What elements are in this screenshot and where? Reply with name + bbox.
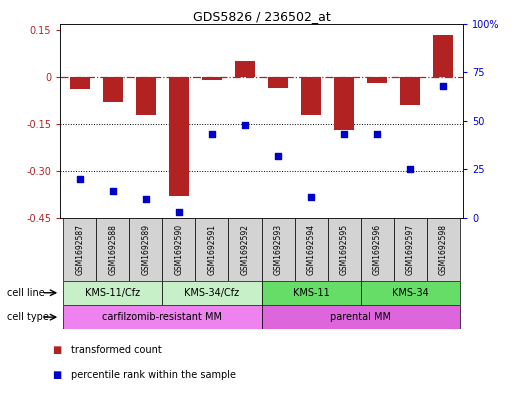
Bar xyxy=(103,77,123,102)
Point xyxy=(274,153,282,159)
Text: cell type: cell type xyxy=(7,312,49,322)
Bar xyxy=(360,281,460,305)
Bar xyxy=(367,77,387,83)
Bar xyxy=(63,218,96,281)
Bar xyxy=(235,61,255,77)
Text: carfilzomib-resistant MM: carfilzomib-resistant MM xyxy=(103,312,222,322)
Point xyxy=(76,176,84,182)
Point xyxy=(340,131,348,138)
Text: KMS-34/Cfz: KMS-34/Cfz xyxy=(185,288,240,298)
Text: GSM1692591: GSM1692591 xyxy=(208,224,217,275)
Bar xyxy=(63,281,163,305)
Bar xyxy=(229,218,262,281)
Text: percentile rank within the sample: percentile rank within the sample xyxy=(71,370,235,380)
Point xyxy=(142,196,150,202)
Bar xyxy=(327,218,360,281)
Bar xyxy=(427,218,460,281)
Text: KMS-34: KMS-34 xyxy=(392,288,428,298)
Text: GSM1692598: GSM1692598 xyxy=(439,224,448,275)
Text: transformed count: transformed count xyxy=(71,345,162,355)
Bar xyxy=(196,218,229,281)
Point xyxy=(307,194,315,200)
Point xyxy=(109,188,117,194)
Text: GSM1692588: GSM1692588 xyxy=(108,224,118,275)
Point xyxy=(406,166,414,173)
Point xyxy=(241,121,249,128)
Text: GSM1692589: GSM1692589 xyxy=(141,224,151,275)
Text: parental MM: parental MM xyxy=(330,312,391,322)
Bar xyxy=(96,218,130,281)
Text: GSM1692592: GSM1692592 xyxy=(241,224,249,275)
Point xyxy=(175,209,183,215)
Text: GSM1692597: GSM1692597 xyxy=(405,224,415,275)
Bar xyxy=(268,77,288,88)
Bar xyxy=(163,218,196,281)
Text: GDS5826 / 236502_at: GDS5826 / 236502_at xyxy=(192,10,331,23)
Text: ■: ■ xyxy=(52,345,62,355)
Text: GSM1692594: GSM1692594 xyxy=(306,224,315,275)
Bar xyxy=(262,218,294,281)
Bar xyxy=(202,77,222,80)
Bar xyxy=(301,77,321,115)
Point xyxy=(373,131,381,138)
Point xyxy=(208,131,216,138)
Text: GSM1692587: GSM1692587 xyxy=(75,224,84,275)
Bar xyxy=(63,305,262,329)
Text: KMS-11/Cfz: KMS-11/Cfz xyxy=(85,288,141,298)
Bar xyxy=(130,218,163,281)
Bar xyxy=(163,281,262,305)
Text: GSM1692593: GSM1692593 xyxy=(274,224,282,275)
Text: ■: ■ xyxy=(52,370,62,380)
Text: GSM1692595: GSM1692595 xyxy=(339,224,348,275)
Text: GSM1692596: GSM1692596 xyxy=(372,224,382,275)
Text: GSM1692590: GSM1692590 xyxy=(175,224,184,275)
Bar xyxy=(70,77,90,90)
Bar xyxy=(262,281,360,305)
Bar xyxy=(294,218,327,281)
Bar xyxy=(360,218,393,281)
Bar xyxy=(393,218,427,281)
Text: KMS-11: KMS-11 xyxy=(293,288,329,298)
Bar xyxy=(334,77,354,130)
Bar xyxy=(136,77,156,115)
Bar xyxy=(262,305,460,329)
Text: cell line: cell line xyxy=(7,288,44,298)
Point xyxy=(439,83,447,89)
Bar xyxy=(400,77,420,105)
Bar xyxy=(169,77,189,196)
Bar xyxy=(433,35,453,77)
